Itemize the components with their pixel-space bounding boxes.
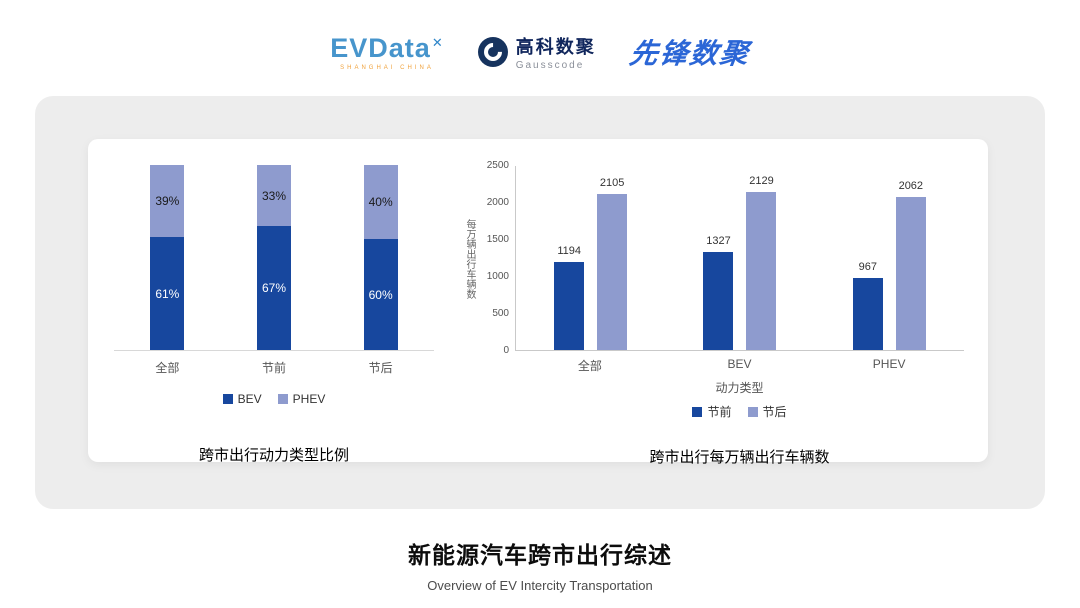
y-tick-label: 1000 [486, 271, 509, 282]
legend-item-PHEV: PHEV [277, 392, 326, 406]
bar-节前-全部: 1194 [554, 245, 585, 350]
stacked-bar-节前: 33% 67% [256, 165, 291, 350]
y-tick-label: 2000 [486, 197, 509, 208]
segment-value-label: 60% [368, 287, 393, 302]
legend-label: 节前 [707, 405, 732, 419]
evdata-logo-text: EVData✕ [330, 33, 444, 63]
bar-group-BEV: 1327 2129 [703, 175, 777, 350]
grouped-chart-title: 跨市出行每万辆出行车辆数 [649, 449, 830, 466]
category-label: 节后 [368, 361, 393, 375]
bar-value-label: 1194 [557, 244, 581, 257]
segment-value-label: 67% [261, 281, 286, 296]
grouped-plot-area: 1194 2105 1327 2129 967 2062 [515, 166, 964, 351]
stacked-x-axis-labels: 全部 节前 节后 [114, 359, 434, 376]
legend-label: PHEV [292, 392, 326, 406]
bar-value-label: 2105 [599, 177, 625, 190]
grouped-bar-chart: 每万辆出行车辆数 0 500 1000 1500 2000 2500 1194 2105 13… [462, 139, 988, 466]
grouped-legend: 节前 节后 [515, 403, 964, 420]
segment-PHEV: 40% [363, 165, 398, 239]
stacked-bar-chart: 39% 61% 33% 67% 40% 60% 全部 节前 节后 BEV PHEV 跨市出行动力… [88, 139, 462, 464]
legend-item-BEV: BEV [222, 392, 262, 406]
stacked-legend: BEV PHEV [114, 392, 434, 406]
y-tick-label: 500 [492, 308, 509, 319]
legend-label: 节后 [762, 405, 787, 419]
evdata-logo: EVData✕ SHANGHAI CHINA [330, 33, 443, 71]
legend-item-节后: 节后 [747, 403, 787, 420]
evdata-x-icon: ✕ [431, 35, 444, 50]
bar-value-label: 1327 [706, 234, 731, 247]
bar-group-PHEV: 967 2062 [852, 180, 926, 350]
y-tick-label: 1500 [486, 234, 509, 245]
segment-PHEV: 33% [256, 165, 291, 227]
y-axis-ticks: 0 500 1000 1500 2000 2500 [479, 160, 515, 356]
segment-value-label: 61% [155, 286, 180, 301]
segment-PHEV: 39% [150, 165, 185, 238]
bar-group-全部: 1194 2105 [554, 177, 628, 350]
x-axis-title: 动力类型 [715, 381, 764, 395]
stacked-plot-area: 39% 61% 33% 67% 40% 60% [114, 165, 434, 351]
segment-BEV: 61% [150, 237, 185, 350]
page-title: 新能源汽车跨市出行综述 [408, 542, 672, 568]
category-label: 全部 [155, 361, 180, 375]
legend-swatch [692, 406, 703, 417]
segment-value-label: 40% [368, 195, 393, 209]
bar-value-label: 2062 [898, 180, 924, 193]
gausscode-logo: 高科数聚 Gausscode [477, 33, 596, 71]
legend-swatch [277, 394, 288, 404]
pioneer-logo: 先锋数聚 [627, 38, 752, 69]
y-tick-label: 0 [503, 345, 509, 356]
charts-card: 39% 61% 33% 67% 40% 60% 全部 节前 节后 BEV PHEV 跨市出行动力… [88, 139, 988, 466]
bar-节前-PHEV: 967 [852, 261, 883, 350]
category-label: PHEV [872, 357, 906, 371]
legend-swatch [747, 406, 758, 417]
segment-value-label: 33% [261, 188, 286, 203]
category-label: BEV [727, 357, 752, 371]
bar-节前-BEV: 1327 [703, 235, 734, 350]
gausscode-en-text: Gausscode [515, 60, 585, 71]
y-axis-title: 每万辆出行车辆数 [464, 218, 475, 299]
category-label: 全部 [577, 359, 602, 373]
bar-value-label: 967 [858, 261, 877, 274]
segment-BEV: 67% [256, 226, 291, 350]
bar-节后-全部: 2105 [597, 177, 628, 350]
y-tick-label: 2500 [486, 160, 509, 171]
charts-panel: 39% 61% 33% 67% 40% 60% 全部 节前 节后 BEV PHEV 跨市出行动力… [35, 96, 1045, 509]
page-subtitle: Overview of EV Intercity Transportation [427, 578, 653, 593]
segment-value-label: 39% [155, 194, 180, 209]
header-logos: EVData✕ SHANGHAI CHINA 高科数聚 Gausscode 先锋… [0, 0, 1080, 78]
evdata-logo-subtext: SHANGHAI CHINA [340, 65, 434, 71]
bar-value-label: 2129 [749, 175, 774, 188]
segment-BEV: 60% [363, 239, 398, 350]
footer: 新能源汽车跨市出行综述 Overview of EV Intercity Tra… [0, 536, 1080, 593]
grouped-x-axis-labels: 全部 BEV PHEV [515, 357, 964, 374]
stacked-chart-title: 跨市出行动力类型比例 [198, 447, 349, 464]
gausscode-circle-icon [477, 37, 508, 67]
stacked-bar-全部: 39% 61% [150, 165, 185, 350]
legend-swatch [222, 394, 233, 404]
legend-label: BEV [237, 392, 262, 406]
gausscode-cn-text: 高科数聚 [515, 37, 596, 57]
stacked-bar-节后: 40% 60% [363, 165, 398, 350]
bar-节后-PHEV: 2062 [895, 180, 926, 350]
legend-item-节前: 节前 [692, 403, 732, 420]
category-label: 节前 [261, 361, 286, 375]
bar-节后-BEV: 2129 [746, 175, 777, 350]
